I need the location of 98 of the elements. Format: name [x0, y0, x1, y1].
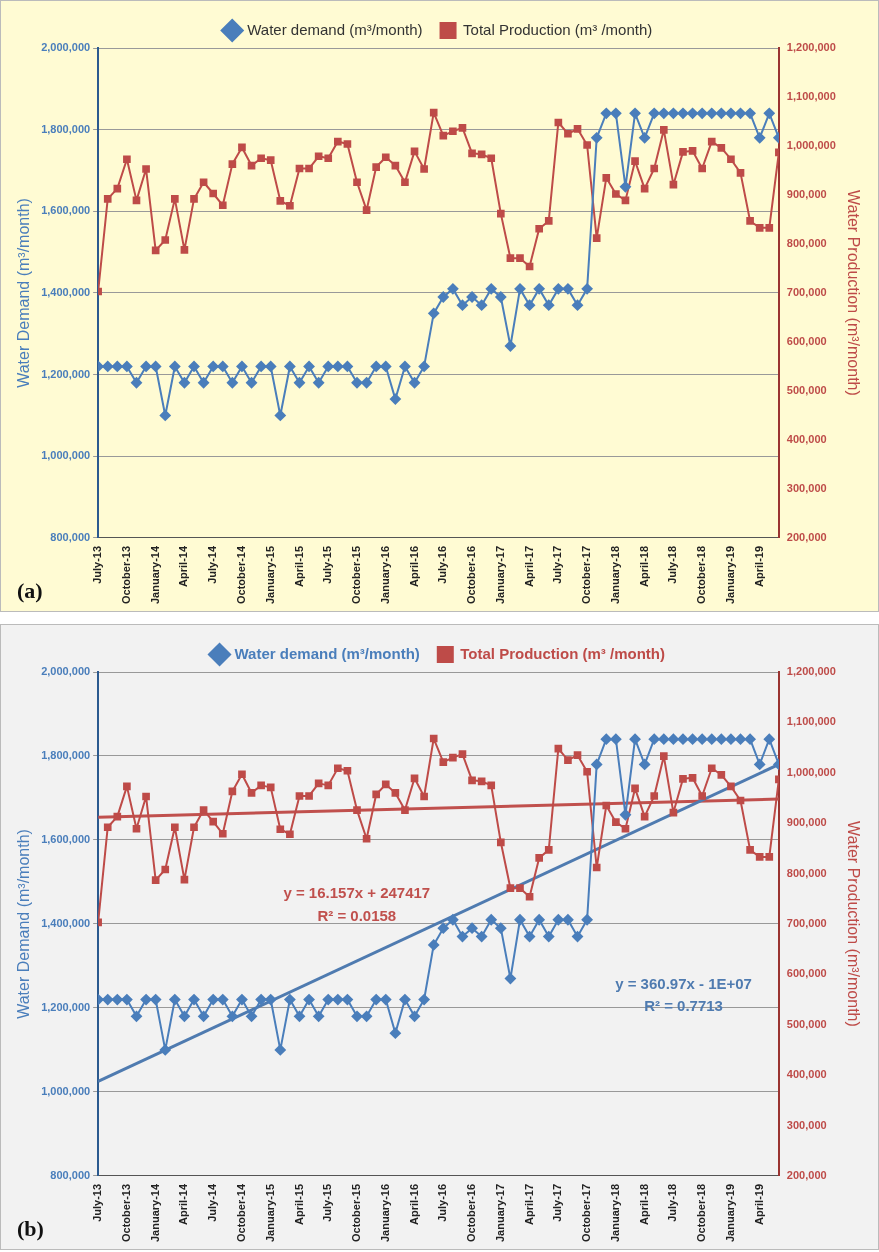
- y-tick-label: 1,400,000: [41, 916, 91, 929]
- y-tick-label: 2,000,000: [41, 665, 91, 678]
- y2-tick-label: 800,000: [786, 237, 827, 249]
- x-tick-label: April-14: [177, 545, 190, 587]
- y-tick-label: 1,000,000: [41, 449, 91, 462]
- y2-tick-label: 800,000: [786, 866, 827, 879]
- x-tick-label: October-13: [119, 545, 132, 604]
- annotation: R² = 0.7713: [644, 997, 723, 1015]
- y-axis-title: Water Demand (m³/month): [15, 198, 33, 388]
- y-tick-label: 1,000,000: [41, 1084, 91, 1097]
- x-tick-label: January-17: [493, 545, 506, 605]
- x-tick-label: April-19: [752, 1183, 765, 1225]
- x-tick-label: January-19: [723, 545, 736, 605]
- text: (a): [17, 577, 43, 603]
- x-tick-label: January-16: [378, 545, 391, 605]
- x-tick-label: April-14: [177, 1183, 190, 1225]
- y-tick-label: 1,600,000: [41, 204, 91, 217]
- y2-tick-label: 700,000: [786, 916, 827, 929]
- x-tick-label: April-16: [407, 1183, 420, 1225]
- x-tick-label: July-16: [436, 1183, 449, 1222]
- y-tick-label: 800,000: [50, 530, 91, 543]
- x-tick-label: July-18: [666, 1183, 679, 1222]
- x-tick-label: January-14: [148, 545, 161, 605]
- x-tick-label: July-17: [551, 1183, 564, 1222]
- x-tick-label: July-16: [436, 545, 449, 584]
- x-tick-label: April-17: [522, 545, 535, 587]
- x-tick-label: October-18: [695, 545, 708, 604]
- y2-tick-label: 1,000,000: [786, 139, 836, 152]
- x-tick-label: January-18: [608, 1183, 621, 1243]
- x-tick-label: July-14: [206, 1183, 219, 1222]
- x-tick-label: October-18: [695, 1183, 708, 1242]
- x-tick-label: January-15: [263, 545, 276, 605]
- y-axis-title: Water Demand (m³/month): [15, 829, 33, 1019]
- x-tick-label: July-13: [91, 1183, 104, 1222]
- x-tick-label: July-13: [91, 545, 104, 584]
- y2-tick-label: 300,000: [786, 1118, 827, 1131]
- legend-label: Total Production (m³ /month): [460, 644, 665, 662]
- y-tick-label: 800,000: [50, 1168, 91, 1181]
- x-tick-label: July-14: [206, 545, 219, 584]
- y2-tick-label: 500,000: [786, 383, 827, 396]
- x-tick-label: July-15: [321, 1183, 334, 1222]
- y2-tick-label: 900,000: [786, 188, 827, 200]
- y-tick-label: 1,200,000: [41, 1000, 91, 1013]
- x-tick-label: April-19: [752, 545, 765, 587]
- x-tick-label: April-18: [637, 545, 650, 587]
- y2-axis-title: Water Production (m³/month): [844, 190, 862, 396]
- x-tick-label: October-14: [234, 1183, 247, 1242]
- x-tick-label: October-15: [350, 1183, 363, 1242]
- x-tick-label: October-15: [350, 545, 363, 604]
- y2-tick-label: 1,000,000: [786, 765, 836, 778]
- y2-tick-label: 900,000: [786, 816, 827, 829]
- y2-tick-label: 700,000: [786, 285, 827, 298]
- x-tick-label: January-15: [263, 1183, 276, 1243]
- y-tick-label: 1,800,000: [41, 122, 91, 135]
- y2-tick-label: 200,000: [786, 1168, 827, 1181]
- x-tick-label: January-16: [378, 1183, 391, 1243]
- x-tick-label: October-13: [119, 1183, 132, 1242]
- x-tick-label: July-15: [321, 545, 334, 584]
- annotation: y = 16.157x + 247417: [283, 883, 431, 901]
- y-tick-label: 2,000,000: [41, 41, 91, 54]
- x-tick-label: April-17: [522, 1183, 535, 1225]
- x-tick-label: October-16: [465, 1183, 478, 1242]
- y2-tick-label: 500,000: [786, 1017, 827, 1030]
- y2-tick-label: 1,100,000: [786, 90, 836, 103]
- y-tick-label: 1,200,000: [41, 367, 91, 380]
- x-tick-label: July-17: [551, 545, 564, 584]
- x-tick-label: January-19: [723, 1183, 736, 1243]
- annotation: R² = 0.0158: [317, 906, 397, 924]
- x-tick-label: April-16: [407, 545, 420, 587]
- x-tick-label: April-18: [637, 1183, 650, 1225]
- x-tick-label: July-18: [666, 545, 679, 584]
- legend-label: Total Production (m³ /month): [463, 20, 653, 38]
- y2-axis-title: Water Production (m³/month): [844, 821, 862, 1027]
- x-tick-label: October-17: [580, 545, 593, 604]
- y2-tick-label: 600,000: [786, 967, 827, 980]
- y2-tick-label: 400,000: [786, 1068, 827, 1081]
- legend-label: Water demand (m³/month): [234, 644, 420, 662]
- y2-tick-label: 600,000: [786, 334, 827, 347]
- y2-tick-label: 400,000: [786, 432, 827, 445]
- y2-tick-label: 200,000: [786, 530, 827, 543]
- x-tick-label: January-17: [493, 1183, 506, 1243]
- y-tick-label: 1,400,000: [41, 285, 91, 298]
- y2-tick-label: 300,000: [786, 481, 827, 494]
- y2-tick-label: 1,200,000: [786, 665, 836, 678]
- y2-tick-label: 1,100,000: [786, 715, 836, 728]
- x-tick-label: April-15: [292, 1183, 305, 1225]
- annotation: y = 360.97x - 1E+07: [615, 974, 752, 992]
- y2-tick-label: 1,200,000: [786, 41, 836, 54]
- x-tick-label: January-18: [608, 545, 621, 605]
- x-tick-label: January-14: [148, 1183, 161, 1243]
- x-tick-label: October-17: [580, 1183, 593, 1242]
- x-tick-label: April-15: [292, 545, 305, 587]
- text: (b): [17, 1215, 44, 1241]
- y-tick-label: 1,600,000: [41, 833, 91, 845]
- x-tick-label: October-16: [465, 545, 478, 604]
- y-tick-label: 1,800,000: [41, 749, 91, 762]
- x-tick-label: October-14: [234, 545, 247, 604]
- legend-label: Water demand (m³/month): [247, 20, 423, 38]
